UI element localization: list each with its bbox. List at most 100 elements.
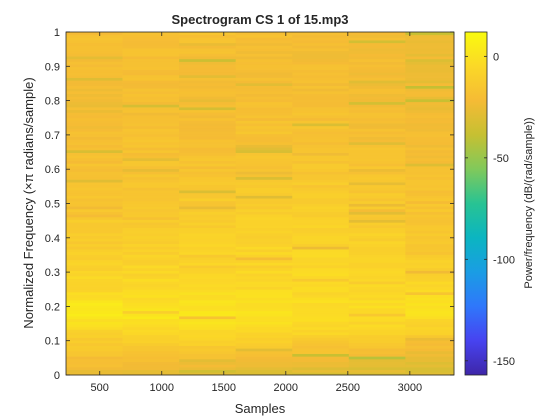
heatmap-cell xyxy=(348,32,406,36)
heatmap-cell xyxy=(179,270,237,274)
heatmap-cell xyxy=(235,283,293,287)
heatmap-cell xyxy=(179,289,237,293)
heatmap-cell xyxy=(348,179,406,183)
heatmap-cell xyxy=(122,353,180,357)
heatmap-cell xyxy=(235,326,293,330)
heatmap-cell xyxy=(235,243,293,247)
heatmap-cell xyxy=(405,32,455,36)
heatmap-cell xyxy=(66,345,123,349)
heatmap-cell xyxy=(66,326,123,330)
y-tick-label: 0.8 xyxy=(45,96,60,108)
heatmap-cell xyxy=(122,198,180,202)
heatmap-cell xyxy=(66,267,123,271)
heatmap-cell xyxy=(348,160,406,164)
heatmap-cell xyxy=(179,42,237,46)
heatmap-cell xyxy=(348,109,406,113)
heatmap-cell xyxy=(66,246,123,250)
heatmap-cell xyxy=(348,216,406,220)
heatmap-cell xyxy=(66,265,123,269)
heatmap-cell xyxy=(292,342,350,346)
heatmap-cell xyxy=(292,350,350,354)
heatmap-cell xyxy=(66,176,123,180)
heatmap-cell xyxy=(66,211,123,215)
heatmap-cell xyxy=(292,270,350,274)
heatmap-cell xyxy=(235,139,293,143)
heatmap-cell xyxy=(122,163,180,167)
heatmap-cell xyxy=(348,289,406,293)
heatmap-cell xyxy=(348,265,406,269)
heatmap-cell xyxy=(348,88,406,92)
heatmap-cell xyxy=(405,107,455,111)
heatmap-cell xyxy=(66,219,123,223)
heatmap-cell xyxy=(405,37,455,41)
heatmap-cell xyxy=(66,45,123,49)
heatmap-cell xyxy=(179,358,237,362)
heatmap-cell xyxy=(348,168,406,172)
heatmap-cell xyxy=(348,120,406,124)
y-axis-label: Normalized Frequency (×π radians/sample) xyxy=(21,77,36,328)
heatmap-cell xyxy=(405,69,455,73)
heatmap-cell xyxy=(235,222,293,226)
heatmap-cell xyxy=(235,366,293,371)
heatmap-cell xyxy=(405,208,455,212)
heatmap-cell xyxy=(235,310,293,314)
heatmap-cell xyxy=(122,117,180,121)
heatmap-cell xyxy=(235,195,293,199)
heatmap-cell xyxy=(405,340,455,344)
heatmap-cell xyxy=(405,305,455,309)
heatmap-cell xyxy=(122,58,180,62)
heatmap-cell xyxy=(122,313,180,317)
heatmap-cell xyxy=(348,53,406,57)
heatmap-cell xyxy=(66,198,123,202)
heatmap-cell xyxy=(348,198,406,202)
heatmap-cell xyxy=(235,286,293,290)
heatmap-cell xyxy=(405,168,455,172)
heatmap-cell xyxy=(179,222,237,226)
heatmap-cell xyxy=(122,366,180,371)
heatmap-cell xyxy=(348,308,406,312)
heatmap-cell xyxy=(66,257,123,261)
heatmap-cell xyxy=(179,324,237,328)
heatmap-cell xyxy=(66,128,123,132)
heatmap-cell xyxy=(179,34,237,38)
heatmap-cell xyxy=(122,131,180,135)
heatmap-cell xyxy=(179,353,237,357)
heatmap-cell xyxy=(235,53,293,57)
heatmap-cell xyxy=(292,366,350,371)
heatmap-cell xyxy=(405,123,455,127)
heatmap-cell xyxy=(292,187,350,191)
y-tick-label: 0.9 xyxy=(45,61,60,73)
heatmap-cell xyxy=(179,133,237,137)
heatmap-cell xyxy=(292,157,350,162)
heatmap-cell xyxy=(235,149,293,153)
heatmap-cell xyxy=(348,147,406,151)
heatmap-cell xyxy=(292,176,350,180)
heatmap-cell xyxy=(66,174,123,178)
heatmap-cell xyxy=(235,77,293,81)
heatmap-cell xyxy=(122,182,180,186)
heatmap-cell xyxy=(405,184,455,188)
heatmap-cell xyxy=(179,160,237,164)
heatmap-cell xyxy=(235,157,293,162)
heatmap-cell xyxy=(292,112,350,116)
heatmap-cell xyxy=(235,147,293,151)
heatmap-cell xyxy=(179,273,237,277)
heatmap-cell xyxy=(405,144,455,148)
heatmap-cell xyxy=(405,80,455,84)
heatmap-cell xyxy=(122,372,180,376)
heatmap-cell xyxy=(292,184,350,188)
heatmap-cell xyxy=(179,326,237,330)
heatmap-cell xyxy=(405,200,455,204)
heatmap-cell xyxy=(122,48,180,52)
heatmap-cell xyxy=(292,316,350,320)
heatmap-cell xyxy=(122,176,180,180)
heatmap-cell xyxy=(292,115,350,119)
heatmap-cell xyxy=(235,165,293,170)
heatmap-cell xyxy=(292,206,350,210)
heatmap-cell xyxy=(292,345,350,349)
heatmap-cell xyxy=(235,85,293,89)
heatmap-cell xyxy=(235,96,293,100)
heatmap-cell xyxy=(292,326,350,330)
heatmap-cell xyxy=(235,356,293,360)
heatmap-cell xyxy=(235,93,293,97)
